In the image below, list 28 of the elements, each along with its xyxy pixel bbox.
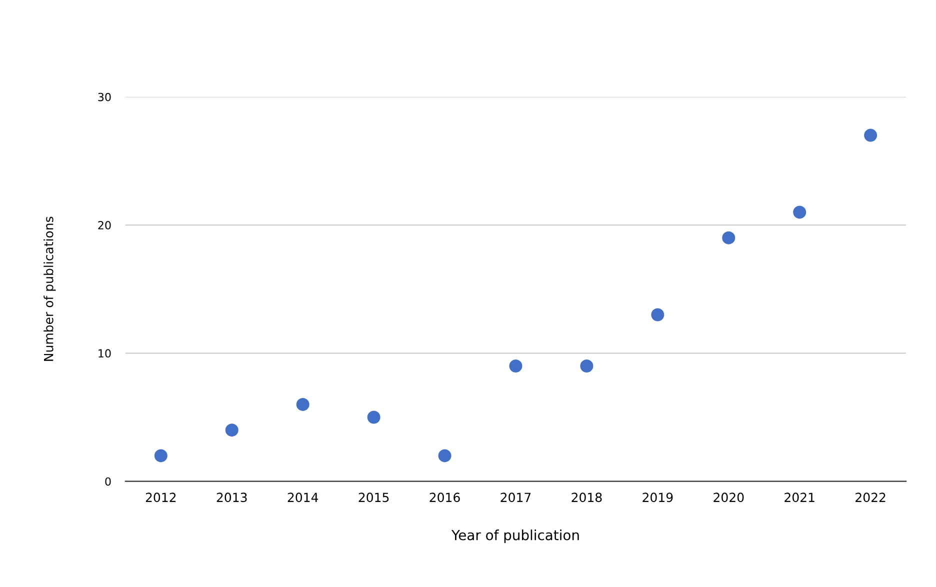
point — [296, 398, 310, 411]
x-tick-label: 2013 — [216, 492, 247, 502]
x-tick-label: 2012 — [146, 492, 176, 502]
point — [367, 410, 380, 424]
x-tick-label: 2020 — [714, 492, 744, 502]
x-tick-label: 2021 — [784, 492, 814, 502]
x-tick-label: 2015 — [358, 492, 389, 502]
point — [722, 231, 736, 244]
point — [225, 424, 238, 437]
x-tick-label: 2019 — [642, 492, 673, 502]
y-axis-title: Number of publications — [44, 216, 56, 361]
point — [580, 359, 594, 372]
x-axis-title: Year of publication — [451, 530, 579, 543]
y-tick-label: 0 — [105, 477, 111, 486]
point — [793, 206, 806, 219]
point — [438, 449, 452, 462]
x-tick-label: 2018 — [572, 492, 602, 502]
y-tick-label: 10 — [98, 349, 111, 358]
x-tick-label: 2016 — [430, 492, 460, 502]
y-tick-label: 20 — [98, 220, 111, 230]
x-tick-label: 2014 — [288, 492, 318, 502]
x-tick-label: 2017 — [500, 492, 531, 502]
point — [154, 449, 168, 462]
point — [651, 308, 664, 322]
point — [864, 128, 878, 142]
y-tick-label: 30 — [98, 92, 111, 102]
x-tick-label: 2022 — [856, 492, 886, 502]
point — [509, 359, 522, 372]
